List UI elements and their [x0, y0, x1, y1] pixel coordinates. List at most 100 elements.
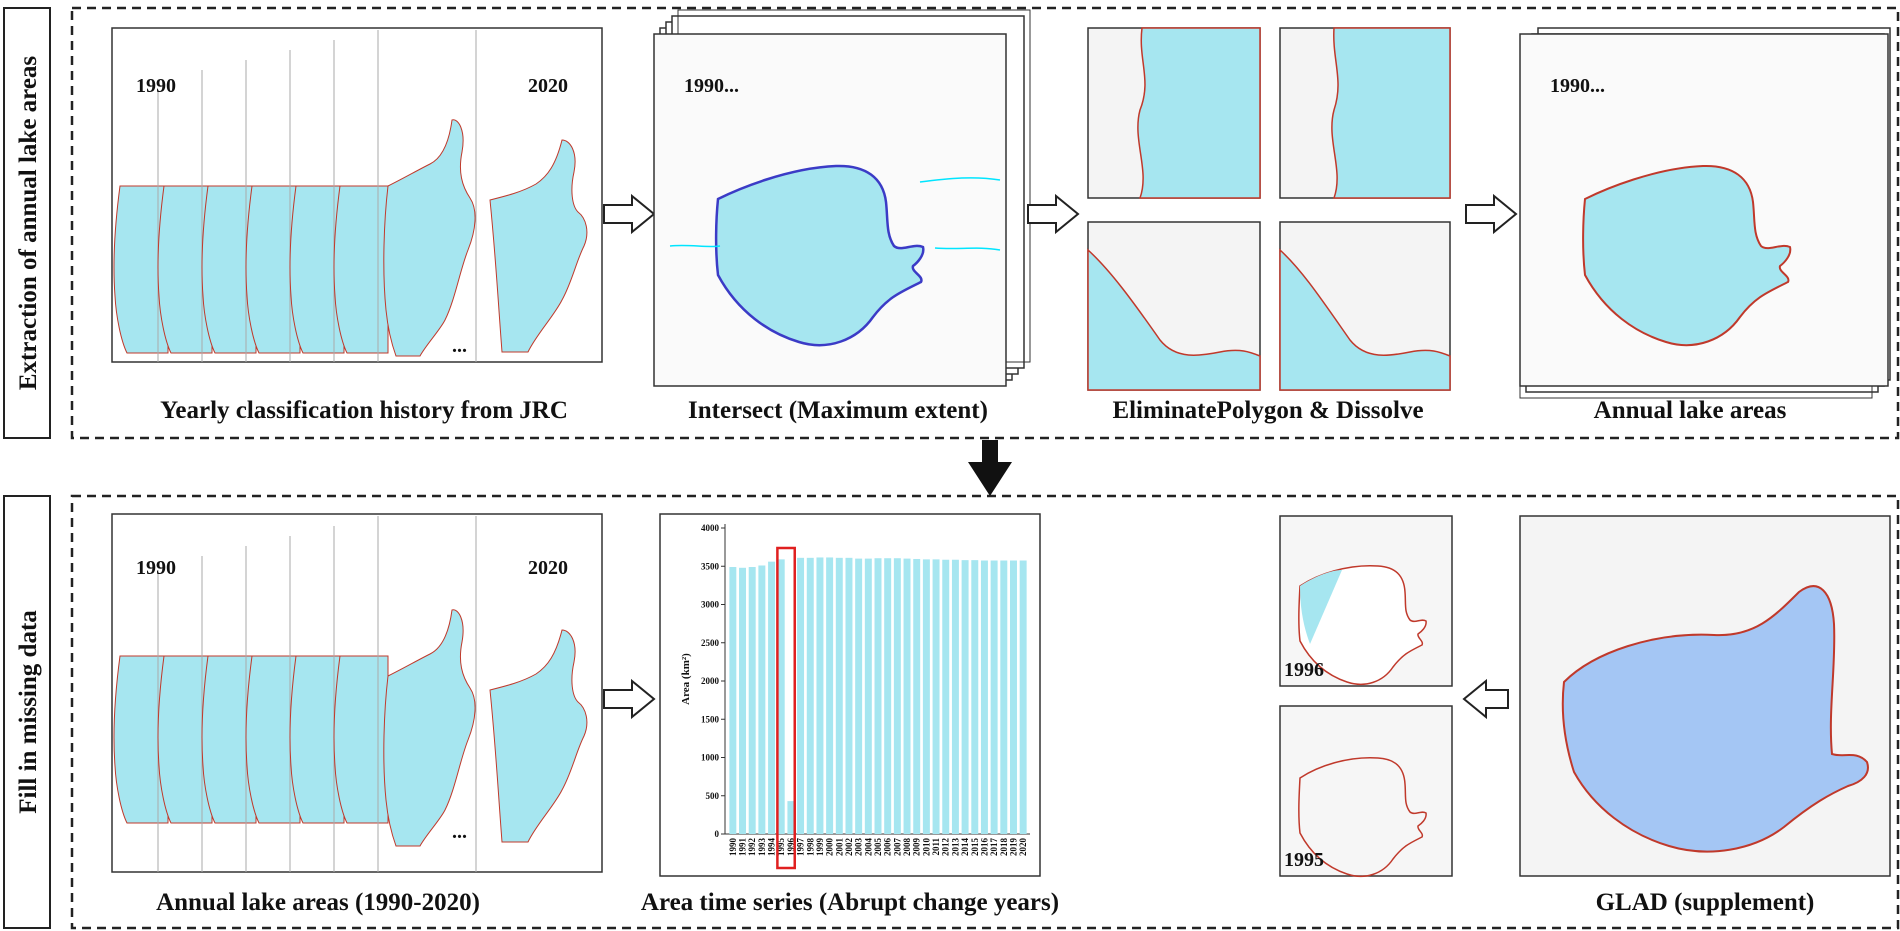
map-1996: 1996: [1279, 515, 1453, 687]
bottom-stack-start-year: 1990: [136, 557, 176, 579]
top-section-frame: [70, 6, 1900, 440]
intersect-map: 1990...: [653, 9, 1031, 387]
x-tick-label: 2001: [834, 838, 844, 857]
bar-2008: [903, 558, 911, 834]
x-tick-label: 2020: [1018, 838, 1028, 857]
x-tick-label: 1994: [767, 838, 777, 857]
x-tick-label: 1998: [805, 838, 815, 857]
intersect-caption: Intersect (Maximum extent): [688, 397, 988, 424]
bar-1999: [816, 557, 824, 834]
annual-caption: Annual lake areas: [1594, 397, 1787, 424]
x-tick-label: 2015: [970, 838, 980, 857]
x-tick-label: 1997: [796, 838, 806, 857]
x-tick-label: 2004: [863, 838, 873, 857]
x-tick-label: 2003: [854, 838, 864, 857]
bar-2001: [835, 557, 843, 834]
map-1996-label: 1996: [1284, 659, 1324, 681]
bar-2002: [845, 557, 853, 834]
bar-2020: [1019, 560, 1027, 834]
bar-2019: [1010, 560, 1017, 834]
bar-2012: [942, 559, 950, 834]
bar-1994: [768, 561, 776, 834]
bar-2017: [990, 560, 998, 834]
bar-1996: [787, 801, 795, 834]
bar-2000: [826, 557, 834, 834]
bar-1991: [739, 567, 746, 834]
x-tick-label: 2016: [979, 838, 989, 857]
bar-2009: [913, 558, 921, 834]
y-tick-label: 4000: [701, 523, 720, 533]
bar-1992: [748, 567, 756, 834]
glad-map: [1519, 515, 1891, 877]
x-tick-label: 2012: [941, 838, 951, 857]
x-tick-label: 1995: [776, 838, 786, 857]
bottom-stack-ellipsis: ...: [452, 821, 467, 843]
eliminate-maps: [1087, 27, 1451, 391]
x-tick-label: 2013: [950, 838, 960, 857]
stack-end-year: 2020: [528, 75, 568, 97]
map-1995: 1995: [1279, 705, 1453, 878]
map-1995-label: 1995: [1284, 849, 1324, 871]
x-tick-label: 2018: [999, 838, 1009, 857]
bar-2010: [922, 559, 930, 834]
flow-arrow-3: [1465, 193, 1518, 235]
flow-arrow-4: [603, 678, 656, 720]
x-tick-label: 2007: [892, 838, 902, 857]
bottom-stack-end-year: 2020: [528, 557, 568, 579]
bar-1997: [797, 557, 805, 834]
x-tick-label: 2005: [873, 838, 883, 857]
bottom-section-frame: [70, 494, 1900, 930]
glad-caption: GLAD (supplement): [1596, 889, 1815, 916]
bar-2011: [932, 559, 940, 834]
bar-2014: [961, 560, 969, 834]
y-tick-label: 500: [706, 791, 720, 801]
bottom-section-label-box: [3, 495, 51, 929]
bottom-section-label: Fill in missing data: [15, 610, 42, 814]
flow-arrow-1: [603, 193, 656, 235]
bar-2007: [893, 558, 901, 834]
bar-1993: [758, 565, 766, 834]
bar-2015: [971, 560, 979, 834]
x-tick-label: 1991: [738, 838, 748, 857]
bottom-stack-caption: Annual lake areas (1990-2020): [156, 889, 480, 916]
bar-1990: [729, 567, 737, 834]
area-chart: Area (km²) 0 500 1000 1500 2000 2500 3000 3500 4…: [659, 513, 1041, 877]
stack-lake-2020: [489, 139, 588, 353]
bottom-year-stack: 1990 2020 ...: [111, 513, 603, 873]
chart-caption: Area time series (Abrupt change years): [641, 889, 1059, 916]
y-tick-label: 0: [715, 829, 720, 839]
bar-1995: [777, 559, 785, 834]
y-tick-label: 2500: [701, 638, 720, 648]
bar-2018: [1000, 560, 1008, 834]
bar-2013: [951, 559, 959, 834]
bar-2005: [874, 558, 882, 834]
bar-2006: [884, 558, 892, 834]
bar-2003: [855, 558, 863, 834]
x-tick-label: 2000: [825, 838, 835, 857]
x-tick-label: 1990: [728, 838, 738, 857]
down-arrow: [968, 440, 1012, 496]
x-tick-label: 2014: [960, 838, 970, 857]
top-section-label: Extraction of annual lake areas: [15, 56, 42, 391]
eliminate-caption: EliminatePolygon & Dissolve: [1112, 397, 1423, 424]
top-stack-caption: Yearly classification history from JRC: [160, 397, 568, 424]
x-tick-label: 1992: [747, 838, 757, 857]
bar-2016: [980, 560, 988, 834]
top-year-stack: 1990 2020 ...: [111, 27, 603, 363]
y-tick-label: 3500: [701, 561, 720, 571]
x-tick-label: 1996: [786, 838, 796, 857]
x-tick-label: 2006: [883, 838, 893, 857]
intersect-year: 1990...: [684, 75, 739, 97]
stack-start-year: 1990: [136, 75, 176, 97]
top-section-label-box: [3, 7, 51, 439]
x-tick-label: 2009: [912, 838, 922, 857]
x-tick-label: 2011: [931, 838, 941, 856]
x-tick-label: 1999: [815, 838, 825, 857]
x-tick-label: 2017: [989, 838, 999, 857]
bar-2004: [864, 558, 872, 834]
annual-year: 1990...: [1550, 75, 1605, 97]
x-tick-label: 2010: [921, 838, 931, 857]
y-tick-label: 1000: [701, 753, 720, 763]
